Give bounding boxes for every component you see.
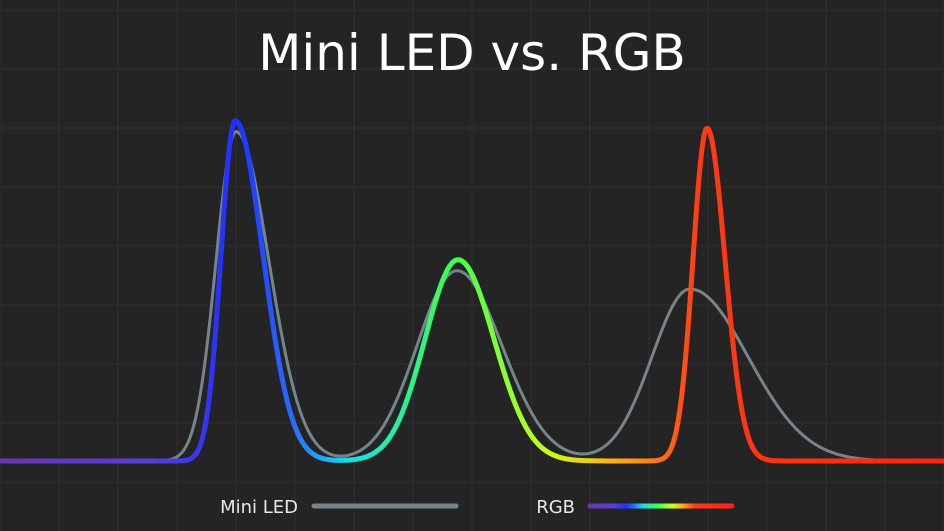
legend-label-mini-led: Mini LED bbox=[220, 497, 298, 518]
chart-title: Mini LED vs. RGB bbox=[258, 24, 686, 82]
legend-item-rgb: RGB bbox=[536, 497, 735, 518]
legend-label-rgb: RGB bbox=[536, 497, 575, 518]
series-layer bbox=[0, 118, 944, 464]
series-line-rgb bbox=[0, 118, 944, 464]
legend: Mini LED RGB bbox=[220, 497, 735, 518]
legend-item-mini-led: Mini LED bbox=[220, 497, 459, 518]
